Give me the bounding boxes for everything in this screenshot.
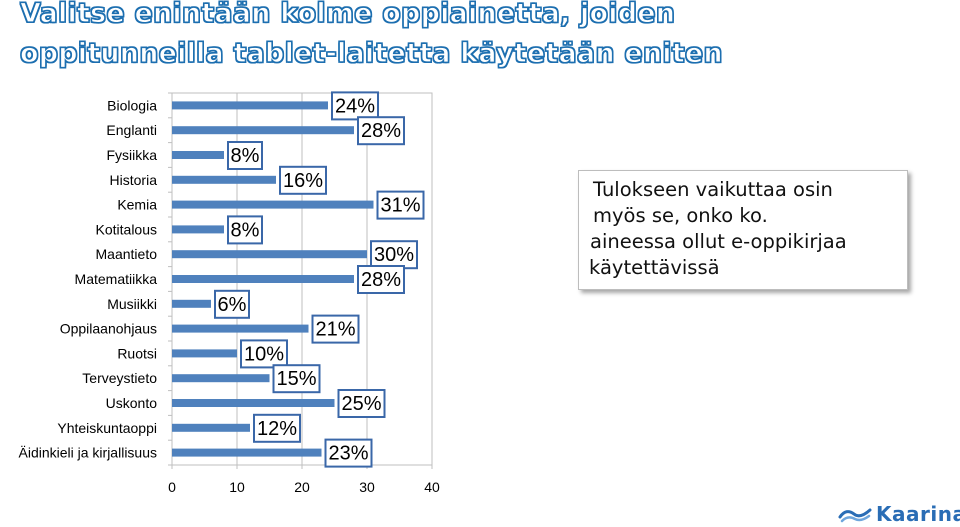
note-line-4: käytettävissä	[589, 256, 720, 279]
category-label: Maantieto	[96, 246, 158, 262]
category-label: Englanti	[106, 122, 157, 138]
bar	[172, 423, 250, 432]
data-label: 16%	[283, 170, 323, 192]
chart-title-line-2: oppitunneilla tablet-laitetta käytetään …	[19, 37, 723, 69]
bar	[172, 374, 270, 383]
data-label-box	[240, 339, 288, 369]
data-label-box	[324, 438, 373, 468]
bar	[172, 250, 367, 259]
category-label: Uskonto	[106, 395, 158, 411]
bar	[172, 299, 211, 308]
data-label: 25%	[341, 393, 381, 415]
note-box: Tulokseen vaikuttaa osin myös se, onko k…	[578, 170, 908, 290]
note-line-1: Tulokseen vaikuttaa osin	[593, 178, 833, 201]
category-label: Fysiikka	[106, 147, 157, 163]
bar	[172, 200, 374, 209]
bar	[172, 126, 354, 135]
x-tick-label: 10	[229, 479, 245, 495]
x-tick-label: 30	[359, 479, 375, 495]
x-tick-label: 20	[294, 479, 310, 495]
category-label: Äidinkieli ja kirjallisuus	[19, 445, 158, 461]
kaarina-logo: Kaarina	[838, 502, 960, 526]
data-label-box	[331, 91, 379, 121]
bar	[172, 448, 322, 457]
data-label-box	[370, 240, 418, 270]
x-tick-label: 0	[168, 479, 176, 495]
category-label: Kotitalous	[96, 221, 157, 237]
category-label: Terveystieto	[82, 370, 157, 386]
data-label-box	[253, 413, 301, 443]
data-label: 28%	[361, 269, 401, 291]
category-label: Biologia	[107, 97, 157, 113]
data-label: 15%	[276, 368, 316, 390]
data-label: 30%	[374, 244, 414, 266]
x-tick-label: 40	[424, 479, 440, 495]
category-label: Matematiikka	[75, 271, 158, 287]
bar	[172, 151, 224, 159]
wave-logo-icon	[838, 508, 872, 523]
data-label: 10%	[244, 343, 284, 365]
data-label-box	[227, 141, 263, 170]
category-label: Historia	[110, 172, 158, 188]
logo-text: Kaarina	[876, 502, 960, 526]
bar	[172, 175, 276, 184]
data-label: 28%	[361, 120, 401, 142]
data-label: 8%	[231, 145, 260, 167]
bar	[172, 275, 354, 283]
data-label-box	[311, 314, 360, 344]
data-label: 12%	[257, 418, 297, 440]
category-label: Oppilaanohjaus	[60, 321, 157, 337]
data-label-box	[357, 265, 405, 294]
data-label: 23%	[328, 443, 368, 465]
data-label-box	[279, 165, 327, 195]
data-label: 6%	[218, 294, 247, 316]
data-label: 8%	[231, 219, 260, 241]
data-label-box	[214, 289, 250, 319]
data-label-box	[376, 190, 425, 220]
data-label-box	[272, 364, 321, 394]
bar	[172, 349, 237, 358]
category-label: Ruotsi	[117, 345, 157, 361]
category-label: Yhteiskuntaoppi	[57, 420, 157, 436]
bar	[172, 399, 335, 407]
data-label-box	[357, 116, 405, 146]
data-label-box	[337, 389, 386, 418]
data-label: 31%	[380, 195, 420, 217]
bar	[172, 101, 328, 110]
note-line-3: aineessa ollut e-oppikirjaa	[590, 230, 847, 253]
data-label-box	[227, 215, 263, 245]
bar	[172, 225, 224, 234]
bar	[172, 324, 309, 333]
data-label: 21%	[315, 319, 355, 341]
category-label: Kemia	[117, 197, 157, 213]
chart-title-line-1: Valitse enintään kolme oppiainetta, joid…	[19, 0, 676, 30]
category-label: Musiikki	[107, 296, 157, 312]
data-label: 24%	[335, 95, 375, 117]
note-line-2: myös se, onko ko.	[593, 204, 768, 227]
